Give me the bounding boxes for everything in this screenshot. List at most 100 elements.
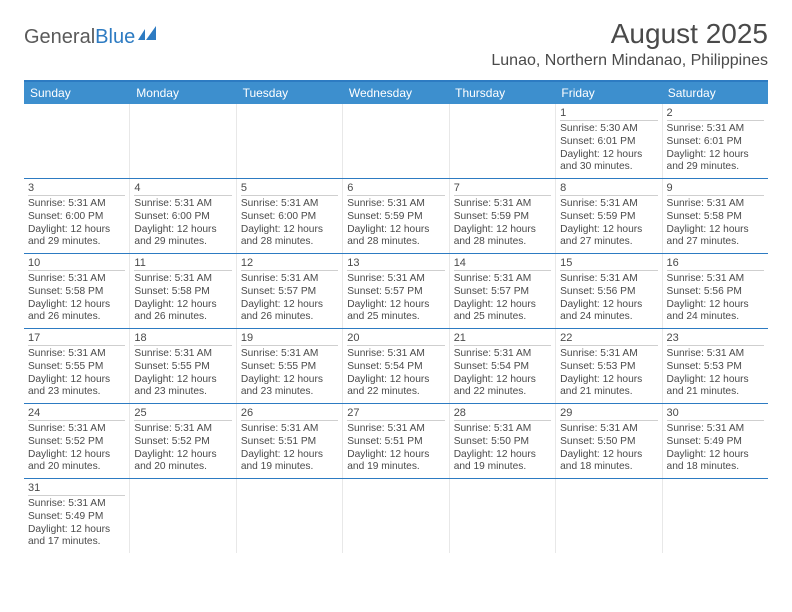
day-cell: 15Sunrise: 5:31 AMSunset: 5:56 PMDayligh…	[556, 254, 662, 328]
daylight-line1: Daylight: 12 hours	[560, 224, 657, 237]
daylight-line1: Daylight: 12 hours	[347, 374, 444, 387]
day-cell: 21Sunrise: 5:31 AMSunset: 5:54 PMDayligh…	[450, 329, 556, 403]
daylight-line1: Daylight: 12 hours	[667, 224, 764, 237]
sunset-line: Sunset: 5:56 PM	[667, 286, 764, 299]
daylight-line2: and 28 minutes.	[454, 236, 551, 249]
sunrise-line: Sunrise: 5:31 AM	[241, 198, 338, 211]
sunrise-line: Sunrise: 5:31 AM	[560, 348, 657, 361]
sunset-line: Sunset: 5:57 PM	[347, 286, 444, 299]
sunrise-line: Sunrise: 5:31 AM	[347, 198, 444, 211]
sunset-line: Sunset: 5:56 PM	[560, 286, 657, 299]
daylight-line2: and 23 minutes.	[134, 386, 231, 399]
day-cell: 2Sunrise: 5:31 AMSunset: 6:01 PMDaylight…	[663, 104, 768, 178]
daylight-line2: and 17 minutes.	[28, 536, 125, 549]
week-row: 1Sunrise: 5:30 AMSunset: 6:01 PMDaylight…	[24, 104, 768, 179]
sunset-line: Sunset: 5:53 PM	[560, 361, 657, 374]
empty-cell	[237, 104, 343, 178]
day-number: 8	[560, 182, 657, 196]
sunrise-line: Sunrise: 5:31 AM	[241, 423, 338, 436]
empty-cell	[450, 104, 556, 178]
week-row: 3Sunrise: 5:31 AMSunset: 6:00 PMDaylight…	[24, 179, 768, 254]
sunset-line: Sunset: 5:55 PM	[28, 361, 125, 374]
sunrise-line: Sunrise: 5:31 AM	[28, 273, 125, 286]
weekday-header: Saturday	[662, 82, 768, 104]
empty-cell	[556, 479, 662, 553]
brand-logo: GeneralBlue	[24, 26, 160, 49]
sunset-line: Sunset: 5:52 PM	[28, 436, 125, 449]
sunrise-line: Sunrise: 5:31 AM	[560, 423, 657, 436]
header: GeneralBlue August 2025 Lunao, Northern …	[24, 18, 768, 70]
daylight-line1: Daylight: 12 hours	[560, 374, 657, 387]
day-number: 18	[134, 332, 231, 346]
day-cell: 7Sunrise: 5:31 AMSunset: 5:59 PMDaylight…	[450, 179, 556, 253]
day-number: 2	[667, 107, 764, 121]
daylight-line2: and 28 minutes.	[241, 236, 338, 249]
flag-icon	[138, 26, 160, 47]
daylight-line2: and 19 minutes.	[347, 461, 444, 474]
weekday-header: Monday	[130, 82, 236, 104]
day-cell: 11Sunrise: 5:31 AMSunset: 5:58 PMDayligh…	[130, 254, 236, 328]
daylight-line2: and 19 minutes.	[241, 461, 338, 474]
day-cell: 29Sunrise: 5:31 AMSunset: 5:50 PMDayligh…	[556, 404, 662, 478]
day-number: 13	[347, 257, 444, 271]
day-number: 20	[347, 332, 444, 346]
location-subtitle: Lunao, Northern Mindanao, Philippines	[491, 52, 768, 70]
sunset-line: Sunset: 5:55 PM	[241, 361, 338, 374]
day-number: 23	[667, 332, 764, 346]
day-number: 11	[134, 257, 231, 271]
sunrise-line: Sunrise: 5:31 AM	[28, 198, 125, 211]
empty-cell	[24, 104, 130, 178]
sunrise-line: Sunrise: 5:31 AM	[347, 423, 444, 436]
day-number: 15	[560, 257, 657, 271]
day-number: 16	[667, 257, 764, 271]
weekday-header: Tuesday	[237, 82, 343, 104]
weeks-container: 1Sunrise: 5:30 AMSunset: 6:01 PMDaylight…	[24, 104, 768, 553]
day-cell: 22Sunrise: 5:31 AMSunset: 5:53 PMDayligh…	[556, 329, 662, 403]
calendar-grid: SundayMondayTuesdayWednesdayThursdayFrid…	[24, 80, 768, 553]
day-cell: 12Sunrise: 5:31 AMSunset: 5:57 PMDayligh…	[237, 254, 343, 328]
day-cell: 18Sunrise: 5:31 AMSunset: 5:55 PMDayligh…	[130, 329, 236, 403]
sunrise-line: Sunrise: 5:31 AM	[134, 423, 231, 436]
day-cell: 17Sunrise: 5:31 AMSunset: 5:55 PMDayligh…	[24, 329, 130, 403]
sunset-line: Sunset: 5:57 PM	[241, 286, 338, 299]
daylight-line1: Daylight: 12 hours	[28, 449, 125, 462]
sunset-line: Sunset: 5:57 PM	[454, 286, 551, 299]
daylight-line2: and 26 minutes.	[134, 311, 231, 324]
daylight-line2: and 19 minutes.	[454, 461, 551, 474]
daylight-line2: and 26 minutes.	[28, 311, 125, 324]
daylight-line1: Daylight: 12 hours	[28, 374, 125, 387]
daylight-line1: Daylight: 12 hours	[560, 449, 657, 462]
empty-cell	[237, 479, 343, 553]
daylight-line2: and 21 minutes.	[667, 386, 764, 399]
day-number: 27	[347, 407, 444, 421]
sunset-line: Sunset: 5:54 PM	[454, 361, 551, 374]
sunset-line: Sunset: 5:50 PM	[454, 436, 551, 449]
weekday-header: Friday	[555, 82, 661, 104]
sunset-line: Sunset: 6:01 PM	[560, 136, 657, 149]
sunrise-line: Sunrise: 5:31 AM	[28, 423, 125, 436]
empty-cell	[130, 104, 236, 178]
month-year-title: August 2025	[491, 18, 768, 50]
empty-cell	[343, 479, 449, 553]
week-row: 10Sunrise: 5:31 AMSunset: 5:58 PMDayligh…	[24, 254, 768, 329]
day-number: 14	[454, 257, 551, 271]
daylight-line2: and 18 minutes.	[560, 461, 657, 474]
daylight-line2: and 28 minutes.	[347, 236, 444, 249]
day-cell: 19Sunrise: 5:31 AMSunset: 5:55 PMDayligh…	[237, 329, 343, 403]
sunset-line: Sunset: 5:58 PM	[134, 286, 231, 299]
daylight-line1: Daylight: 12 hours	[667, 449, 764, 462]
daylight-line1: Daylight: 12 hours	[667, 299, 764, 312]
day-cell: 27Sunrise: 5:31 AMSunset: 5:51 PMDayligh…	[343, 404, 449, 478]
daylight-line1: Daylight: 12 hours	[454, 224, 551, 237]
daylight-line2: and 22 minutes.	[347, 386, 444, 399]
day-number: 7	[454, 182, 551, 196]
day-cell: 1Sunrise: 5:30 AMSunset: 6:01 PMDaylight…	[556, 104, 662, 178]
sunset-line: Sunset: 5:52 PM	[134, 436, 231, 449]
day-cell: 23Sunrise: 5:31 AMSunset: 5:53 PMDayligh…	[663, 329, 768, 403]
sunrise-line: Sunrise: 5:31 AM	[560, 273, 657, 286]
sunrise-line: Sunrise: 5:31 AM	[667, 273, 764, 286]
daylight-line1: Daylight: 12 hours	[134, 299, 231, 312]
day-cell: 25Sunrise: 5:31 AMSunset: 5:52 PMDayligh…	[130, 404, 236, 478]
day-cell: 6Sunrise: 5:31 AMSunset: 5:59 PMDaylight…	[343, 179, 449, 253]
daylight-line1: Daylight: 12 hours	[454, 449, 551, 462]
